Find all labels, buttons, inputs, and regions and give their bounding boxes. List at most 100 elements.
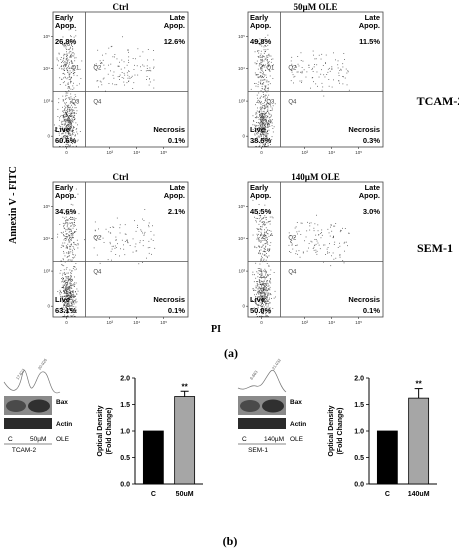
scatter-point	[70, 55, 72, 57]
scatter-point	[152, 225, 153, 227]
x-tick-label: 10⁵	[160, 150, 167, 155]
scatter-point	[265, 57, 267, 59]
scatter-point	[311, 69, 313, 70]
scatter-point	[69, 294, 71, 296]
scatter-point	[291, 63, 293, 65]
scatter-point	[258, 122, 260, 124]
scatter-point	[259, 111, 260, 112]
scatter-point	[270, 294, 272, 296]
scatter-point	[293, 237, 295, 238]
scatter-point	[268, 62, 269, 63]
scatter-point	[69, 126, 71, 128]
scatter-point	[313, 66, 315, 68]
scatter-point	[264, 239, 266, 241]
scatter-point	[265, 120, 267, 121]
scatter-point	[261, 226, 263, 228]
scatter-point	[259, 43, 261, 45]
scatter-point	[66, 64, 67, 66]
scatter-point	[261, 61, 263, 63]
scatter-point	[327, 252, 329, 254]
scatter-point	[295, 253, 297, 255]
scatter-point	[69, 259, 71, 261]
scatter-point	[154, 247, 156, 249]
scatter-point	[258, 270, 260, 272]
scatter-point	[133, 82, 135, 84]
scatter-point	[260, 130, 262, 132]
scatter-point	[263, 49, 265, 51]
scatter-point	[70, 140, 72, 142]
scatter-point	[264, 66, 266, 68]
scatter-point	[267, 239, 268, 240]
scatter-point	[260, 269, 262, 271]
scatter-point	[66, 119, 68, 121]
scatter-point	[261, 246, 263, 248]
scatter-point	[68, 90, 70, 91]
quadrant-id-q3: Q3	[266, 100, 275, 106]
scatter-point	[265, 43, 266, 44]
scatter-point	[301, 70, 303, 72]
scatter-point	[296, 244, 298, 246]
y-tick-label: 0.0	[120, 482, 130, 489]
scatter-point	[272, 128, 274, 129]
scatter-point	[262, 56, 264, 57]
scatter-point	[71, 213, 73, 215]
scatter-point	[147, 59, 148, 61]
scatter-point	[65, 296, 67, 297]
scatter-point	[256, 312, 257, 314]
scatter-point	[256, 303, 257, 305]
scatter-point	[266, 134, 268, 136]
scatter-point	[265, 296, 267, 298]
scatter-point	[64, 223, 66, 224]
scatter-point	[71, 109, 73, 111]
scatter-point	[263, 297, 265, 299]
scatter-point	[311, 241, 313, 243]
scatter-point	[264, 138, 266, 140]
scatter-point	[256, 238, 258, 240]
scatter-point	[62, 138, 64, 140]
scatter-point	[74, 300, 75, 301]
scatter-point	[292, 74, 294, 76]
scatter-point	[135, 243, 137, 245]
scatter-point	[269, 119, 271, 120]
scatter-point	[264, 284, 266, 286]
scatter-point	[263, 289, 264, 291]
scatter-point	[258, 127, 260, 129]
scatter-point	[269, 302, 271, 304]
scatter-point	[257, 135, 259, 137]
scatter-point	[268, 94, 270, 96]
scatter-point	[73, 102, 74, 104]
scatter-point	[69, 115, 70, 116]
scatter-point	[259, 279, 260, 281]
scatter-point	[328, 85, 330, 87]
scatter-point	[296, 222, 298, 223]
scatter-point	[254, 294, 255, 296]
scatter-point	[63, 252, 65, 254]
scatter-point	[153, 66, 155, 68]
scatter-point	[321, 234, 323, 236]
scatter-point	[264, 300, 266, 301]
scatter-point	[259, 133, 261, 135]
scatter-point	[63, 265, 65, 267]
scatter-point	[150, 238, 152, 240]
scatter-point	[153, 234, 155, 236]
scatter-point	[63, 129, 65, 131]
scatter-point	[254, 274, 255, 276]
scatter-point	[71, 310, 72, 311]
scatter-point	[263, 194, 265, 196]
scatter-point	[259, 210, 261, 212]
scatter-point	[63, 300, 65, 302]
scatter-point	[266, 293, 268, 295]
scatter-point	[69, 120, 70, 121]
scatter-point	[318, 76, 320, 78]
scatter-point	[63, 123, 65, 125]
scatter-point	[61, 307, 63, 309]
scatter-point	[259, 97, 261, 99]
scatter-point	[260, 220, 262, 222]
scatter-point	[273, 64, 274, 66]
scatter-point	[255, 217, 257, 219]
scatter-point	[258, 268, 260, 269]
scatter-point	[260, 234, 262, 235]
scatter-point	[63, 110, 65, 112]
scatter-point	[321, 232, 322, 233]
